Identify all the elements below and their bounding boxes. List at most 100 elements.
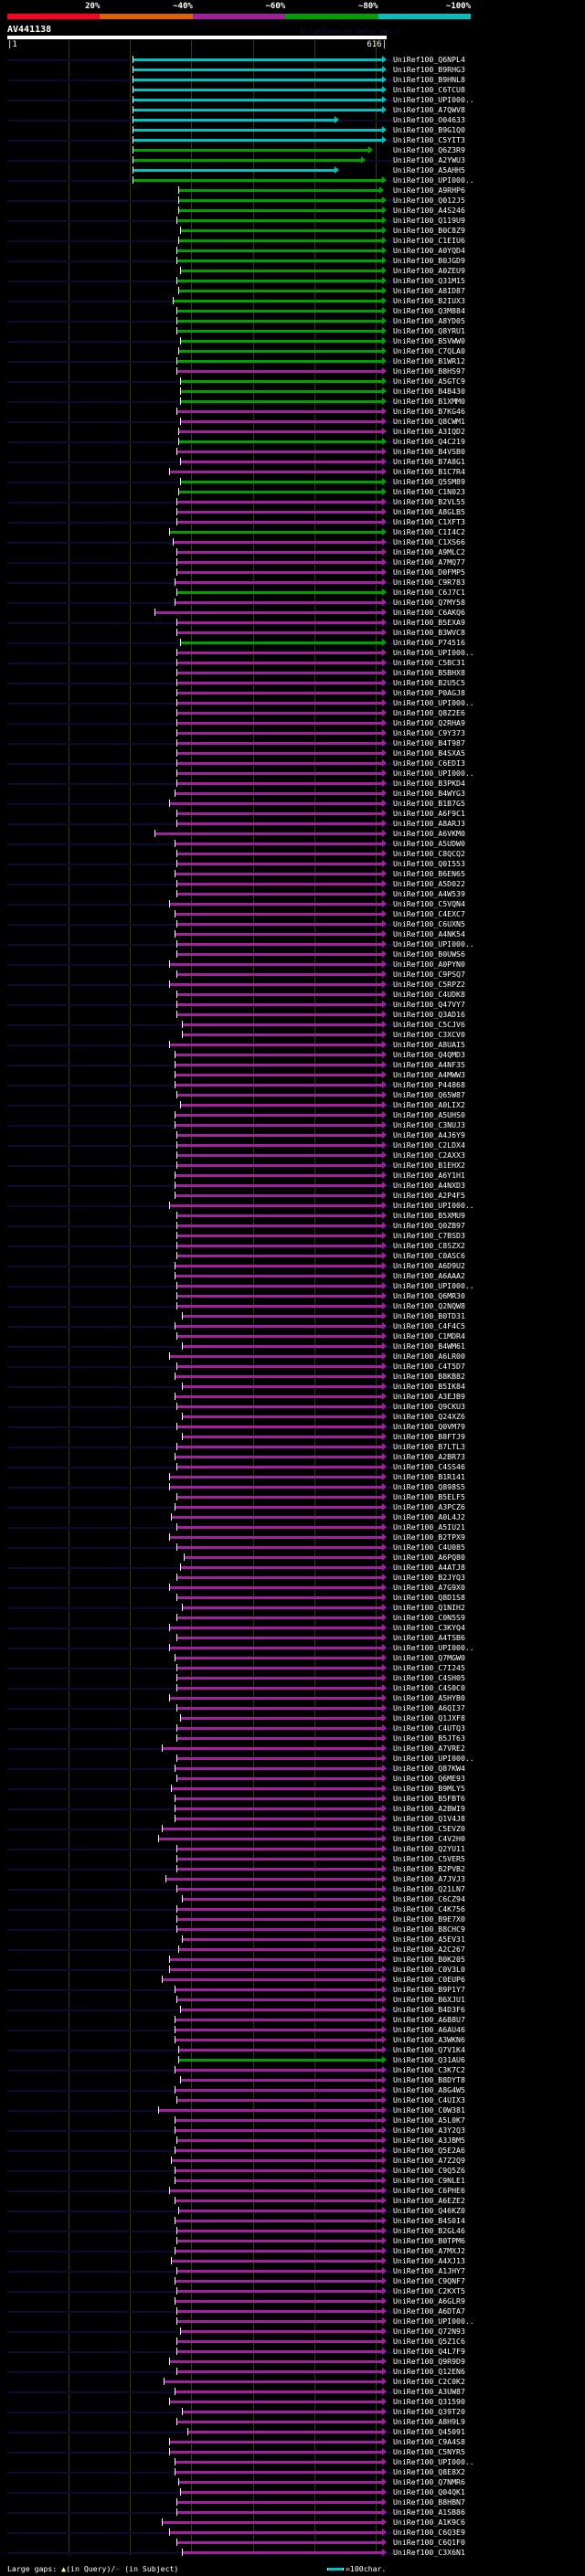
hit-row[interactable]: UniRef100_A7JVJ3 xyxy=(0,1874,585,1884)
hit-label[interactable]: UniRef100_Q45091 xyxy=(393,2427,465,2436)
hit-row[interactable]: UniRef100_Q21LN7 xyxy=(0,1884,585,1894)
hit-label[interactable]: UniRef100_B8CHC9 xyxy=(393,1924,465,1934)
hit-label[interactable]: UniRef100_Q5Z1C6 xyxy=(393,2337,465,2346)
hit-label[interactable]: UniRef100_A6QI37 xyxy=(393,1703,465,1712)
hit-label[interactable]: UniRef100_C6J7C1 xyxy=(393,588,465,597)
hit-row[interactable]: UniRef100_Q2RHA9 xyxy=(0,718,585,728)
hit-label[interactable]: UniRef100_Q2YU11 xyxy=(393,1844,465,1853)
hit-label[interactable]: UniRef100_Q7MGW0 xyxy=(393,1653,465,1662)
hit-row[interactable]: UniRef100_A6Y1H1 xyxy=(0,1171,585,1181)
hit-row[interactable]: UniRef100_UPI000.. xyxy=(0,175,585,186)
hit-row[interactable]: UniRef100_UPI000.. xyxy=(0,648,585,658)
hit-label[interactable]: UniRef100_B4S0I4 xyxy=(393,2216,465,2225)
hit-row[interactable]: UniRef100_C1N023 xyxy=(0,487,585,497)
hit-label[interactable]: UniRef100_B1EHX2 xyxy=(393,1161,465,1170)
hit-row[interactable]: UniRef100_C5VQN4 xyxy=(0,899,585,909)
hit-row[interactable]: UniRef100_Q3M884 xyxy=(0,306,585,316)
hit-row[interactable]: UniRef100_A6LR00 xyxy=(0,1352,585,1362)
hit-row[interactable]: UniRef100_B4VSB0 xyxy=(0,447,585,457)
hit-row[interactable]: UniRef100_C5VER5 xyxy=(0,1854,585,1864)
hit-label[interactable]: UniRef100_Q8YRU1 xyxy=(393,326,465,335)
hit-label[interactable]: UniRef100_B2GL46 xyxy=(393,2226,465,2235)
hit-label[interactable]: UniRef100_C4SH05 xyxy=(393,1673,465,1682)
hit-label[interactable]: UniRef100_B5XMU9 xyxy=(393,1211,465,1220)
hit-label[interactable]: UniRef100_A5UHS0 xyxy=(393,1110,465,1119)
hit-label[interactable]: UniRef100_Q2RHA9 xyxy=(393,718,465,727)
hit-row[interactable]: UniRef100_Q119U9 xyxy=(0,216,585,226)
hit-row[interactable]: UniRef100_B8KB82 xyxy=(0,1372,585,1382)
hit-label[interactable]: UniRef100_Q5E2A6 xyxy=(393,2146,465,2155)
hit-label[interactable]: UniRef100_C4V2H0 xyxy=(393,1834,465,1843)
hit-row[interactable]: UniRef100_C9Y373 xyxy=(0,728,585,738)
hit-label[interactable]: UniRef100_A7VRE2 xyxy=(393,1744,465,1753)
hit-row[interactable]: UniRef100_A3EJB9 xyxy=(0,1392,585,1402)
hit-row[interactable]: UniRef100_B0TD31 xyxy=(0,1311,585,1321)
hit-label[interactable]: UniRef100_B0K205 xyxy=(393,1955,465,1964)
hit-row[interactable]: UniRef100_C1EIU6 xyxy=(0,236,585,246)
hit-label[interactable]: UniRef100_UPI000.. xyxy=(393,1643,474,1652)
hit-label[interactable]: UniRef100_A6GLR9 xyxy=(393,2296,465,2306)
hit-label[interactable]: UniRef100_Q0ZB97 xyxy=(393,1221,465,1230)
hit-label[interactable]: UniRef100_Q47VY7 xyxy=(393,1000,465,1009)
hit-label[interactable]: UniRef100_UPI000.. xyxy=(393,1281,474,1290)
hit-label[interactable]: UniRef100_A7Z2Q9 xyxy=(393,2156,465,2165)
hit-label[interactable]: UniRef100_A0ZEU9 xyxy=(393,266,465,275)
hit-row[interactable]: UniRef100_A8ID87 xyxy=(0,286,585,296)
hit-row[interactable]: UniRef100_A3UW87 xyxy=(0,2387,585,2397)
hit-row[interactable]: UniRef100_C6AKQ6 xyxy=(0,608,585,618)
hit-row[interactable]: UniRef100_A7VRE2 xyxy=(0,1744,585,1754)
hit-row[interactable]: UniRef100_C1MDR4 xyxy=(0,1331,585,1341)
hit-row[interactable]: UniRef100_A4ATJ8 xyxy=(0,1563,585,1573)
hit-row[interactable]: UniRef100_B4S0I4 xyxy=(0,2216,585,2226)
hit-row[interactable]: UniRef100_Q46KZ0 xyxy=(0,2206,585,2216)
hit-label[interactable]: UniRef100_A1JHY7 xyxy=(393,2266,465,2275)
hit-row[interactable]: UniRef100_B0UWS6 xyxy=(0,949,585,959)
hit-row[interactable]: UniRef100_C6CZ94 xyxy=(0,1894,585,1904)
hit-label[interactable]: UniRef100_C0W381 xyxy=(393,2105,465,2115)
hit-label[interactable]: UniRef100_B5BHX8 xyxy=(393,668,465,677)
hit-row[interactable]: UniRef100_B4WM61 xyxy=(0,1341,585,1352)
hit-row[interactable]: UniRef100_C9QNF7 xyxy=(0,2276,585,2286)
hit-row[interactable]: UniRef100_C2LDX4 xyxy=(0,1140,585,1150)
hit-row[interactable]: UniRef100_C3XCV0 xyxy=(0,1030,585,1040)
hit-row[interactable]: UniRef100_Q5E2A6 xyxy=(0,2146,585,2156)
hit-row[interactable]: UniRef100_A6DTA7 xyxy=(0,2306,585,2316)
hit-row[interactable]: UniRef100_C4V2H0 xyxy=(0,1834,585,1844)
hit-row[interactable]: UniRef100_Q4QMD3 xyxy=(0,1050,585,1060)
hit-row[interactable]: UniRef100_B4B430 xyxy=(0,387,585,397)
hit-label[interactable]: UniRef100_Q39T20 xyxy=(393,2407,465,2416)
hit-row[interactable]: UniRef100_C3KYQ4 xyxy=(0,1623,585,1633)
hit-label[interactable]: UniRef100_C3X6N1 xyxy=(393,2548,465,2557)
hit-label[interactable]: UniRef100_C3KYQ4 xyxy=(393,1623,465,1632)
hit-label[interactable]: UniRef100_Q4QMD3 xyxy=(393,1050,465,1059)
hit-label[interactable]: UniRef100_B5FBT6 xyxy=(393,1794,465,1803)
hit-label[interactable]: UniRef100_B5EXA9 xyxy=(393,618,465,627)
hit-row[interactable]: UniRef100_B0C8Z9 xyxy=(0,226,585,236)
hit-label[interactable]: UniRef100_C4T5D7 xyxy=(393,1362,465,1371)
hit-row[interactable]: UniRef100_Q24XZ6 xyxy=(0,1412,585,1422)
hit-label[interactable]: UniRef100_C9Q5Z6 xyxy=(393,2166,465,2175)
hit-label[interactable]: UniRef100_B9MLY5 xyxy=(393,1784,465,1793)
hit-label[interactable]: UniRef100_C1N023 xyxy=(393,487,465,496)
hit-row[interactable]: UniRef100_C5NYR5 xyxy=(0,2447,585,2457)
hit-row[interactable]: UniRef100_C9PSQ7 xyxy=(0,970,585,980)
hit-row[interactable]: UniRef100_A2BR73 xyxy=(0,1452,585,1462)
hit-label[interactable]: UniRef100_B5JT63 xyxy=(393,1733,465,1743)
hit-label[interactable]: UniRef100_Q31M15 xyxy=(393,276,465,285)
hit-label[interactable]: UniRef100_B2PVB2 xyxy=(393,1864,465,1873)
hit-label[interactable]: UniRef100_A9RHP6 xyxy=(393,186,465,195)
hit-label[interactable]: UniRef100_A5GTC9 xyxy=(393,376,465,386)
hit-row[interactable]: UniRef100_A2C267 xyxy=(0,1945,585,1955)
hit-row[interactable]: UniRef100_D0FMP5 xyxy=(0,567,585,578)
hit-row[interactable]: UniRef100_B5ELF5 xyxy=(0,1492,585,1502)
hit-label[interactable]: UniRef100_C6TCU8 xyxy=(393,85,465,94)
hit-label[interactable]: UniRef100_B1C7R4 xyxy=(393,467,465,476)
hit-row[interactable]: UniRef100_A2YWU3 xyxy=(0,155,585,165)
hit-row[interactable]: UniRef100_Q47VY7 xyxy=(0,1000,585,1010)
hit-row[interactable]: UniRef100_B8CHC9 xyxy=(0,1924,585,1935)
hit-label[interactable]: UniRef100_B8KB82 xyxy=(393,1372,465,1381)
hit-label[interactable]: UniRef100_UPI000.. xyxy=(393,939,474,949)
hit-row[interactable]: UniRef100_A7Z2Q9 xyxy=(0,2156,585,2166)
hit-row[interactable]: UniRef100_A0LIX2 xyxy=(0,1100,585,1110)
hit-row[interactable]: UniRef100_B4D3F6 xyxy=(0,2005,585,2015)
